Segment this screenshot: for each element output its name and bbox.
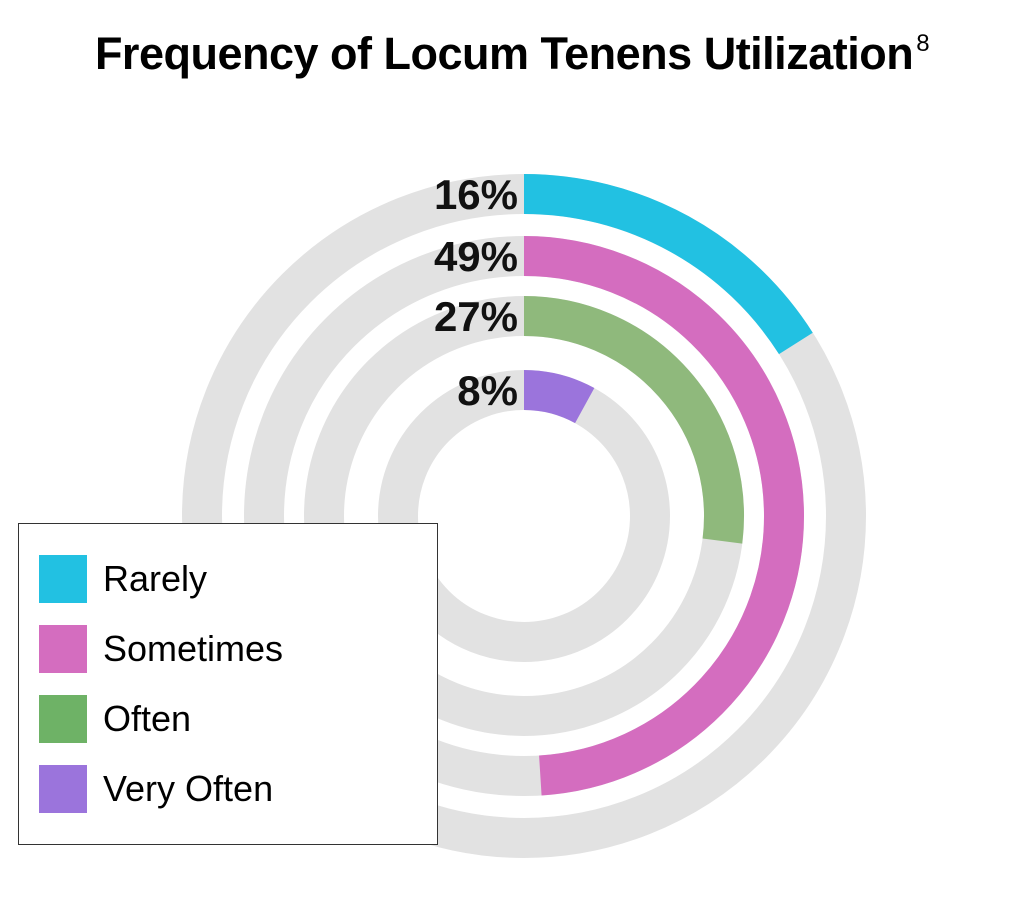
legend-item-often: Often [39,694,191,744]
legend-swatch-sometimes [39,625,87,673]
value-label-often: 27% [434,293,518,340]
legend-label-sometimes: Sometimes [103,628,284,669]
legend-label-rarely: Rarely [103,558,208,599]
value-label-rarely: 16% [434,171,518,218]
chart-title: Frequency of Locum Tenens Utilization 8 [0,28,1024,80]
bar-sometimes [523,236,804,796]
legend-swatch-very-often [39,765,87,813]
chart-title-text: Frequency of Locum Tenens Utilization [94,28,914,79]
legend-item-rarely: Rarely [39,554,207,604]
bar-rarely [523,174,813,355]
legend-swatch-rarely [39,555,87,603]
legend-item-very-often: Very Often [39,764,273,814]
value-label-sometimes: 49% [434,233,518,280]
legend-swatch-often [39,695,87,743]
bar-very-often [523,370,595,424]
legend-item-sometimes: Sometimes [39,624,283,674]
bar-often [523,296,744,544]
title-superscript: 8 [916,30,930,57]
legend: Rarely Sometimes Often Very Often [18,523,438,845]
legend-label-very-often: Very Often [103,768,274,809]
legend-label-often: Often [103,698,192,739]
value-label-very-often: 8% [457,367,518,414]
